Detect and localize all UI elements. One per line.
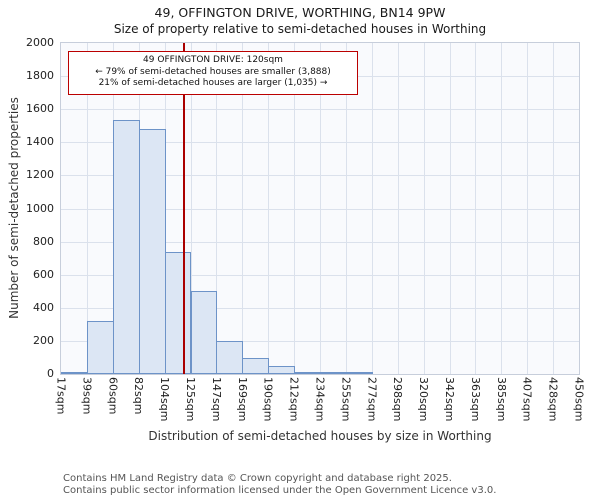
- y-tick-label: 400: [33, 300, 54, 314]
- y-tick-label: 2000: [26, 36, 54, 49]
- x-tick-label: 17sqm: [54, 377, 68, 415]
- y-tick-label: 800: [33, 234, 54, 248]
- histogram-bar: [268, 365, 296, 374]
- x-tick-label: 363sqm: [468, 377, 482, 422]
- gridline-vertical: [216, 43, 218, 374]
- x-tick-label: 255sqm: [339, 377, 353, 422]
- gridline-vertical: [475, 43, 477, 374]
- histogram-bar: [138, 129, 166, 374]
- x-tick-label: 234sqm: [313, 377, 327, 422]
- gridline-vertical: [449, 43, 451, 374]
- x-tick-label: 298sqm: [391, 377, 405, 422]
- histogram-bar: [320, 372, 347, 374]
- gridline-vertical: [345, 43, 347, 374]
- y-tick-label: 0: [47, 367, 54, 380]
- gridline-vertical: [242, 43, 244, 374]
- chart-subtitle: Size of property relative to semi-detach…: [113, 22, 487, 36]
- y-tick-label: 600: [33, 267, 54, 281]
- y-tick-label: 1200: [26, 168, 54, 182]
- gridline-vertical: [268, 43, 270, 374]
- histogram-bar: [112, 119, 140, 374]
- annotation-box: 49 OFFINGTON DRIVE: 120sqm ← 79% of semi…: [68, 51, 358, 96]
- gridline-vertical: [397, 43, 399, 374]
- gridline-vertical: [423, 43, 425, 374]
- histogram-bar: [345, 372, 373, 374]
- x-tick-label: 212sqm: [287, 377, 301, 422]
- x-tick-label: 277sqm: [365, 377, 379, 422]
- x-tick-label: 82sqm: [132, 377, 146, 415]
- gridline-vertical: [371, 43, 373, 374]
- x-tick-label: 125sqm: [184, 377, 197, 422]
- x-axis-label: Distribution of semi-detached houses by …: [148, 429, 492, 443]
- x-tick-label: 320sqm: [417, 377, 431, 422]
- annotation-smaller-pct: ← 79% of semi-detached houses are smalle…: [95, 66, 331, 77]
- gridline-vertical: [527, 43, 529, 374]
- chart-title: 49, OFFINGTON DRIVE, WORTHING, BN14 9PW: [154, 5, 446, 20]
- gridline-vertical: [294, 43, 296, 374]
- gridline-vertical: [501, 43, 503, 374]
- x-tick-label: 169sqm: [235, 377, 249, 422]
- property-size-marker-line: [183, 43, 186, 374]
- gridline-vertical: [553, 43, 555, 374]
- histogram-bar: [294, 371, 321, 374]
- gridline-vertical: [320, 43, 321, 374]
- attribution-footer: Contains HM Land Registry data © Crown c…: [63, 473, 496, 497]
- y-tick-label: 1400: [26, 135, 54, 149]
- y-tick-label: 1800: [26, 69, 54, 83]
- x-tick-label: 407sqm: [520, 377, 534, 422]
- histogram-bar: [190, 291, 218, 374]
- footer-line-1: Contains HM Land Registry data © Crown c…: [63, 473, 452, 484]
- histogram-plot-area: 49 OFFINGTON DRIVE: 120sqm ← 79% of semi…: [60, 42, 580, 375]
- x-tick-label: 190sqm: [261, 377, 275, 422]
- histogram-bar: [61, 372, 88, 374]
- x-tick-label: 428sqm: [546, 377, 560, 422]
- x-tick-label: 104sqm: [158, 377, 172, 422]
- x-tick-label: 39sqm: [80, 377, 94, 415]
- x-tick-label: 450sqm: [572, 377, 586, 422]
- y-tick-label: 1600: [26, 102, 54, 116]
- histogram-bar: [164, 251, 192, 374]
- gridline-vertical: [190, 43, 192, 374]
- annotation-larger-pct: 21% of semi-detached houses are larger (…: [98, 78, 328, 89]
- x-tick-label: 385sqm: [494, 377, 508, 422]
- x-tick-label: 342sqm: [443, 377, 456, 422]
- histogram-bar: [86, 321, 114, 374]
- y-tick-label: 200: [33, 333, 54, 347]
- footer-line-2: Contains public sector information licen…: [63, 484, 497, 496]
- x-tick-label: 60sqm: [106, 377, 120, 415]
- histogram-bar: [216, 340, 244, 374]
- y-tick-label: 1000: [26, 201, 54, 215]
- annotation-property-size: 49 OFFINGTON DRIVE: 120sqm: [143, 55, 283, 65]
- histogram-bar: [242, 358, 270, 374]
- x-tick-label: 147sqm: [209, 377, 223, 422]
- gridline-vertical: [86, 43, 88, 374]
